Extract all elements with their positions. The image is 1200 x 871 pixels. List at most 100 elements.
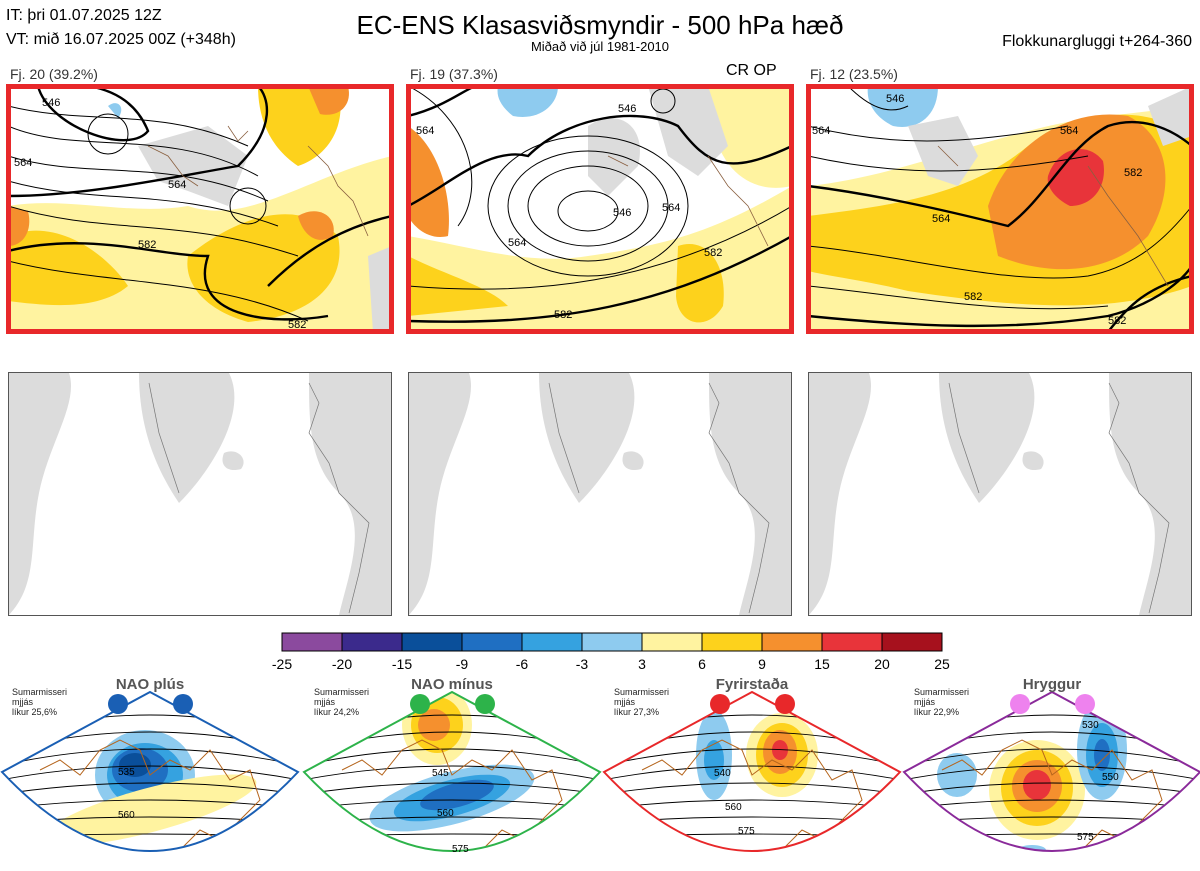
regime-marker-dot	[173, 694, 193, 714]
regime-probability-note: Sumarmisseri mjjás líkur 25,6%	[12, 687, 68, 717]
regime-probability-note: Sumarmisseri mjjás líkur 22,9%	[914, 687, 970, 717]
regime-marker-dot	[108, 694, 128, 714]
contour-label: 582	[1108, 315, 1126, 327]
colorbar-tick-label: -6	[515, 656, 529, 672]
colorbar-tick-label: 20	[874, 656, 890, 672]
contour-label: 582	[964, 291, 982, 303]
anomaly-area	[937, 753, 977, 797]
colorbar-tick-label: -9	[455, 656, 469, 672]
regime-map: 530 550 575	[902, 690, 1200, 852]
colorbar	[281, 632, 943, 652]
anomaly-area	[43, 774, 257, 846]
contour-label: 546	[618, 103, 636, 115]
cluster-map-3: 546 564 564 564 582 582 582	[808, 86, 1192, 332]
regime-marker-dot	[710, 694, 730, 714]
colorbar-tick-label: -15	[391, 656, 413, 672]
classification-window: Flokkunargluggi t+264-360	[1002, 33, 1192, 50]
regime-title: Fyrirstaða	[715, 676, 789, 693]
regime-map: 535 560	[0, 690, 300, 852]
height-contour	[2, 748, 298, 769]
height-contour	[604, 782, 900, 797]
regime-probability-note: Sumarmisseri mjjás líkur 24,2%	[314, 687, 370, 717]
height-contour	[2, 765, 298, 783]
colorbar-tick-label: -20	[331, 656, 353, 672]
colorbar-tick-label: 25	[934, 656, 950, 672]
regime-frame	[902, 690, 1200, 852]
cluster-label-2: Fj. 19 (37.3%)	[410, 66, 498, 82]
height-contour	[904, 782, 1200, 797]
chart-title: EC-ENS Klasasviðsmyndir - 500 hPa hæð	[356, 10, 844, 40]
regime-map: 545 560 575	[302, 690, 602, 855]
height-contour	[304, 782, 600, 797]
regime-title: NAO plús	[115, 676, 185, 693]
empty-map-2	[408, 372, 792, 616]
height-contour	[304, 765, 600, 783]
colorbar-tick-label: 3	[638, 656, 646, 672]
contour-label: 546	[886, 93, 904, 105]
anomaly-area	[418, 709, 450, 741]
valid-time: VT: mið 16.07.2025 00Z (+348h)	[6, 31, 236, 48]
colorbar-tick-label: 9	[758, 656, 766, 672]
colorbar-tick-label: -3	[575, 656, 589, 672]
regime-contour-label: 560	[118, 810, 135, 821]
empty-map-3	[808, 372, 1192, 616]
contour-label: 564	[416, 125, 434, 137]
regime-contour-label: 545	[432, 768, 449, 779]
contour-label: 582	[554, 309, 572, 321]
colorbar-tick-label: 6	[698, 656, 706, 672]
regime-probability-note: Sumarmisseri mjjás líkur 27,3%	[614, 687, 670, 717]
colorbar-bin	[881, 632, 943, 652]
regime-contour-label: 530	[1082, 720, 1099, 731]
contour-label: 564	[932, 213, 950, 225]
regime-marker-dot	[475, 694, 495, 714]
contour-label: 564	[168, 179, 186, 191]
colorbar-bin	[401, 632, 463, 652]
colorbar-bin	[341, 632, 403, 652]
anomaly-area	[119, 753, 151, 777]
regime-contour-label: 575	[1077, 832, 1094, 843]
contour-label: 564	[662, 202, 680, 214]
regime-contour-label: 540	[714, 768, 731, 779]
regime-marker-dot	[410, 694, 430, 714]
contour-label: 582	[1124, 167, 1142, 179]
colorbar-bin	[281, 632, 343, 652]
regime-title: NAO mínus	[411, 676, 493, 693]
contour-label: 582	[288, 319, 306, 331]
cluster-label-1: Fj. 20 (39.2%)	[10, 66, 98, 82]
contour-label: 546	[613, 207, 631, 219]
regime-marker-dot	[775, 694, 795, 714]
regime-marker-dot	[1075, 694, 1095, 714]
regime-contour-label: 535	[118, 767, 135, 778]
colorbar-bin	[461, 632, 523, 652]
regime-contour-label: 560	[725, 802, 742, 813]
regime-contour-label: 575	[738, 826, 755, 837]
cluster-label-3: Fj. 12 (23.5%)	[810, 66, 898, 82]
contour-label: 564	[14, 157, 32, 169]
contour-label: 564	[812, 125, 830, 137]
regime-contour-label: 560	[437, 808, 454, 819]
contour-label: 564	[508, 237, 526, 249]
height-contour	[904, 748, 1200, 769]
colorbar-bin	[821, 632, 883, 652]
regime-contour-label: 550	[1102, 772, 1119, 783]
height-contour	[604, 765, 900, 783]
height-contour	[604, 748, 900, 769]
colorbar-bin	[521, 632, 583, 652]
contour-label: 582	[704, 247, 722, 259]
anomaly-area	[1023, 770, 1051, 800]
cluster-map-2: 564 546 564 546 564 582 582	[408, 86, 792, 332]
height-contour	[904, 765, 1200, 783]
initial-time: IT: þri 01.07.2025 12Z	[6, 7, 162, 24]
height-contour	[2, 782, 298, 797]
contour-label: 564	[1060, 125, 1078, 137]
contour-label: 546	[42, 97, 60, 109]
control-operational-note: CR OP	[726, 62, 777, 79]
regime-frame	[602, 690, 902, 852]
height-contour	[304, 748, 600, 769]
regime-frame	[302, 690, 602, 852]
colorbar-tick-label: 15	[814, 656, 830, 672]
colorbar-bin	[581, 632, 643, 652]
regime-marker-dot	[1010, 694, 1030, 714]
anomaly-area	[1094, 739, 1110, 771]
colorbar-bin	[701, 632, 763, 652]
